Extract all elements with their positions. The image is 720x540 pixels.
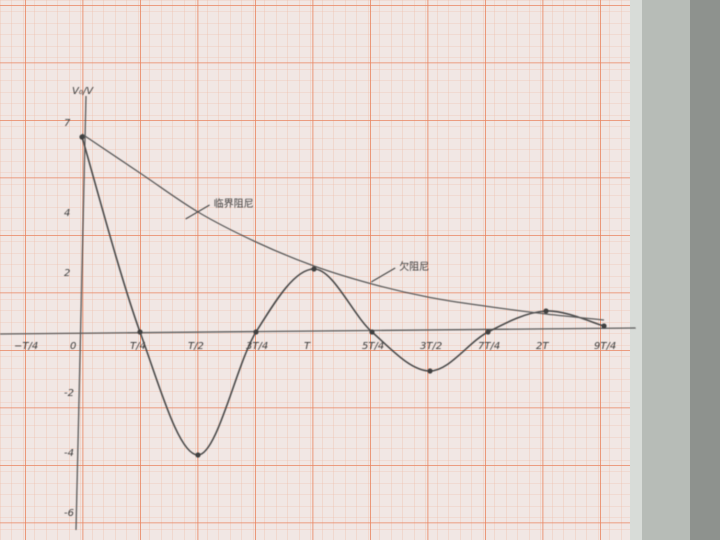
annotation-label: 欠阻尼 <box>399 260 429 273</box>
y-tick-label: -4 <box>64 448 74 459</box>
data-point <box>601 323 607 329</box>
plot-area: −T/4 0 T/4 T/2 3T/4 T 5T/4 3T/2 7T/4 2T 9T/4 7 4 2 -2… <box>0 86 636 531</box>
x-axis <box>0 327 636 335</box>
background-strip <box>690 0 720 540</box>
annotation-leader <box>185 204 210 220</box>
data-point <box>195 452 201 458</box>
annotation-leader <box>370 267 396 283</box>
x-tick-label: 0 <box>70 341 76 352</box>
y-axis <box>75 95 87 531</box>
x-tick-label: 7T/4 <box>478 341 500 352</box>
y-tick-label: 7 <box>64 118 71 129</box>
x-tick-labels: −T/4 0 T/4 T/2 3T/4 T 5T/4 3T/2 7T/4 2T 9T/4 <box>14 341 616 352</box>
data-point <box>253 329 259 335</box>
data-point <box>79 134 85 140</box>
x-tick-label: T/2 <box>188 341 204 352</box>
y-tick-label: 4 <box>64 208 70 219</box>
y-tick-label: -6 <box>64 508 74 519</box>
y-tick-label: -2 <box>64 388 74 399</box>
x-tick-label: T/4 <box>130 341 146 352</box>
data-point <box>543 308 549 314</box>
data-point <box>369 329 375 335</box>
y-axis-label: V₀/V <box>72 86 94 97</box>
x-tick-label: T <box>304 341 311 352</box>
y-tick-labels: 7 4 2 -2 -4 -6 <box>64 118 74 519</box>
data-point <box>311 266 317 272</box>
x-tick-label: 2T <box>536 341 549 352</box>
x-tick-label: −T/4 <box>14 341 38 352</box>
series-line-decay <box>81 133 605 321</box>
x-tick-label: 3T/2 <box>420 341 442 352</box>
data-point <box>137 329 143 335</box>
data-point <box>427 368 433 374</box>
data-point <box>485 329 491 335</box>
x-tick-label: 9T/4 <box>594 341 616 352</box>
x-tick-label: 3T/4 <box>246 341 268 352</box>
y-tick-label: 2 <box>64 268 70 279</box>
x-tick-label: 5T/4 <box>362 341 384 352</box>
page-edge-shadow <box>630 0 642 540</box>
point-layer <box>79 134 607 458</box>
annotation-label: 临界阻尼 <box>214 197 254 210</box>
